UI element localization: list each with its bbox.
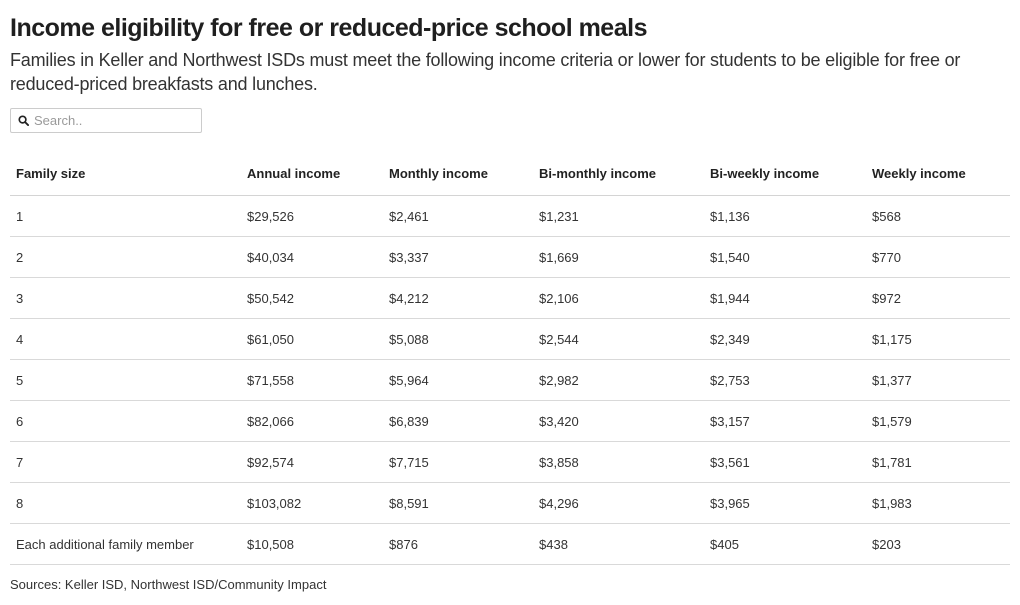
table-cell: $50,542 [241, 277, 383, 319]
table-row: 4 $61,050 $5,088 $2,544 $2,349 $1,175 [10, 318, 1010, 360]
table-cell: $2,544 [533, 318, 704, 360]
table-cell: 8 [10, 482, 241, 524]
table-row: 6 $82,066 $6,839 $3,420 $3,157 $1,579 [10, 400, 1010, 442]
table-cell: $29,526 [241, 195, 383, 237]
column-header-weekly-income[interactable]: Weekly income [866, 151, 1010, 196]
table-cell: $7,715 [383, 441, 533, 483]
table-row: 8 $103,082 $8,591 $4,296 $3,965 $1,983 [10, 482, 1010, 524]
table-cell: $2,461 [383, 195, 533, 237]
table-cell: $6,839 [383, 400, 533, 442]
page-container: Income eligibility for free or reduced-p… [10, 0, 1010, 565]
table-cell: $2,753 [704, 359, 866, 401]
source-note: Sources: Keller ISD, Northwest ISD/Commu… [10, 577, 327, 592]
table-cell: $568 [866, 195, 1010, 237]
table-cell: Each additional family member [10, 523, 241, 565]
table-cell: $40,034 [241, 236, 383, 278]
table-cell: $4,212 [383, 277, 533, 319]
table-cell: $2,106 [533, 277, 704, 319]
table-cell: 4 [10, 318, 241, 360]
table-cell: $5,964 [383, 359, 533, 401]
column-header-annual-income[interactable]: Annual income [241, 151, 383, 196]
table-cell: $203 [866, 523, 1010, 565]
table-cell: 5 [10, 359, 241, 401]
table-cell: $2,982 [533, 359, 704, 401]
search-box[interactable] [10, 108, 202, 133]
search-icon [17, 114, 30, 127]
page-title: Income eligibility for free or reduced-p… [10, 14, 647, 42]
column-header-bi-monthly-income[interactable]: Bi-monthly income [533, 151, 704, 196]
table-cell: $972 [866, 277, 1010, 319]
table-cell: $103,082 [241, 482, 383, 524]
column-header-bi-weekly-income[interactable]: Bi-weekly income [704, 151, 866, 196]
table-cell: $92,574 [241, 441, 383, 483]
table-cell: $82,066 [241, 400, 383, 442]
table-cell: 6 [10, 400, 241, 442]
table-cell: $1,669 [533, 236, 704, 278]
table-cell: $438 [533, 523, 704, 565]
column-header-monthly-income[interactable]: Monthly income [383, 151, 533, 196]
table-cell: $1,579 [866, 400, 1010, 442]
table-cell: $3,858 [533, 441, 704, 483]
table-cell: $5,088 [383, 318, 533, 360]
table-cell: $1,231 [533, 195, 704, 237]
table-cell: 2 [10, 236, 241, 278]
table-cell: 7 [10, 441, 241, 483]
table-cell: $1,944 [704, 277, 866, 319]
table-cell: $1,136 [704, 195, 866, 237]
table-cell: $876 [383, 523, 533, 565]
table-cell: $71,558 [241, 359, 383, 401]
table-cell: $10,508 [241, 523, 383, 565]
table-cell: $3,561 [704, 441, 866, 483]
table-cell: $1,175 [866, 318, 1010, 360]
table-row: 3 $50,542 $4,212 $2,106 $1,944 $972 [10, 277, 1010, 319]
table-cell: $1,781 [866, 441, 1010, 483]
table-cell: $2,349 [704, 318, 866, 360]
column-header-family-size[interactable]: Family size [10, 151, 241, 196]
income-table: Family size Annual income Monthly income… [10, 151, 1010, 565]
table-cell: $770 [866, 236, 1010, 278]
table-row: Each additional family member $10,508 $8… [10, 523, 1010, 565]
table-cell: 1 [10, 195, 241, 237]
search-input[interactable] [30, 110, 194, 131]
table-row: 5 $71,558 $5,964 $2,982 $2,753 $1,377 [10, 359, 1010, 401]
table-row: 1 $29,526 $2,461 $1,231 $1,136 $568 [10, 195, 1010, 237]
table-cell: 3 [10, 277, 241, 319]
table-cell: $8,591 [383, 482, 533, 524]
table-cell: $3,337 [383, 236, 533, 278]
table-cell: $1,540 [704, 236, 866, 278]
table-cell: $1,377 [866, 359, 1010, 401]
table-header-row: Family size Annual income Monthly income… [10, 151, 1010, 196]
table-cell: $3,965 [704, 482, 866, 524]
table-cell: $3,420 [533, 400, 704, 442]
page-subtitle: Families in Keller and Northwest ISDs mu… [10, 50, 961, 94]
table-cell: $405 [704, 523, 866, 565]
table-cell: $1,983 [866, 482, 1010, 524]
table-cell: $3,157 [704, 400, 866, 442]
table-row: 2 $40,034 $3,337 $1,669 $1,540 $770 [10, 236, 1010, 278]
table-cell: $4,296 [533, 482, 704, 524]
table-row: 7 $92,574 $7,715 $3,858 $3,561 $1,781 [10, 441, 1010, 483]
table-cell: $61,050 [241, 318, 383, 360]
